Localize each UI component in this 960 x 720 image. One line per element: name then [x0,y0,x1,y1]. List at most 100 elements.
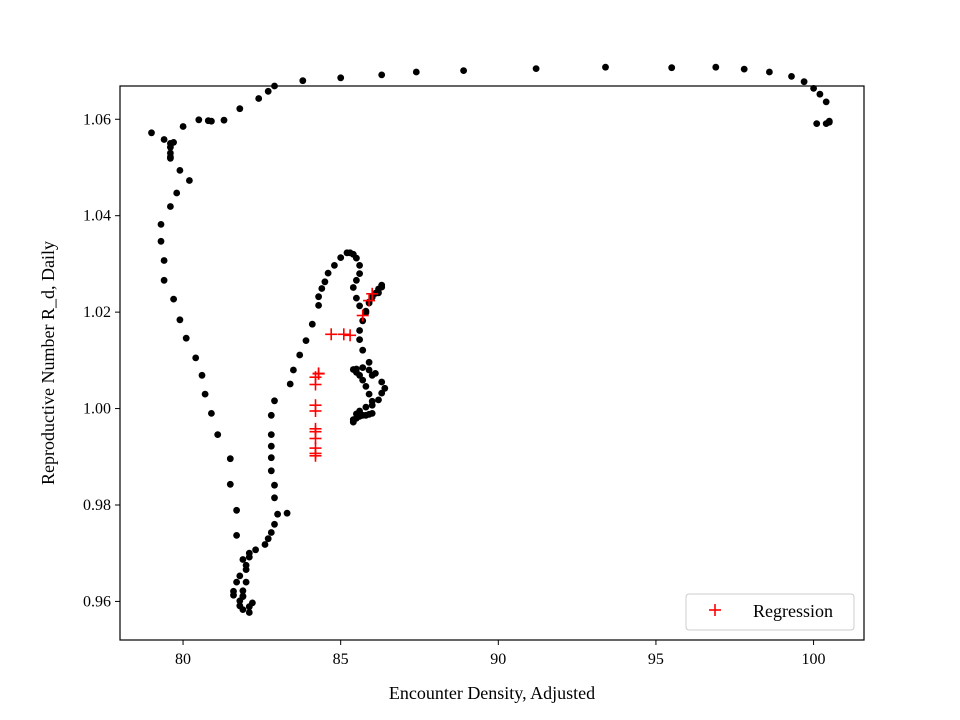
data-point [296,351,304,359]
data-point [255,95,263,102]
data-point [302,337,310,344]
data-points-group [148,63,833,616]
data-point [356,302,363,310]
data-point [337,254,345,261]
data-point [337,74,345,82]
data-point [267,529,275,536]
data-point [362,383,370,390]
data-point [822,98,830,106]
data-point [365,358,373,366]
data-point [186,177,193,184]
data-point [378,389,386,397]
data-point [198,371,206,379]
data-point [236,572,244,580]
data-point [766,68,773,76]
regression-point [366,287,379,300]
y-tick-label: 0.98 [83,497,111,514]
regression-point [309,399,322,412]
data-point [299,77,307,85]
data-point [356,270,363,277]
data-point [261,541,269,548]
data-point [324,269,332,277]
regression-point [312,367,325,380]
legend: Regression [685,593,855,631]
data-point [271,494,278,502]
data-point [173,189,181,197]
data-point [353,294,360,302]
x-tick-label: 100 [802,651,826,668]
regression-point [356,309,369,322]
x-axis-title: Encounter Density, Adjusted [389,683,595,703]
data-point [365,390,373,398]
data-point [368,410,376,417]
data-point [813,120,821,127]
data-point [271,481,278,489]
data-point [236,597,244,605]
data-point [201,390,209,398]
legend-label-regression: Regression [753,601,833,621]
data-point [375,289,382,297]
data-point [740,65,748,73]
x-tick-label: 90 [490,651,506,668]
data-point [220,116,228,124]
data-point [283,509,291,517]
data-point [381,384,389,392]
data-point [176,167,184,174]
legend-marker-plus [709,604,721,616]
data-point [242,578,250,586]
data-point [157,221,165,228]
data-point [460,67,467,74]
data-point [353,276,360,284]
data-point [315,293,322,301]
y-axis: 0.96 0.98 1.00 1.02 1.04 1.06 [83,111,120,610]
data-point [349,284,357,291]
data-point [359,364,367,371]
data-point [353,254,360,262]
data-point [271,397,278,405]
data-point [602,63,609,71]
data-point [362,307,370,315]
data-point [264,535,272,543]
data-point [800,78,808,86]
data-point [375,396,382,404]
data-point [204,117,212,125]
data-point [233,578,241,586]
y-tick-label: 0.96 [83,593,111,610]
data-point [233,532,241,539]
data-point [532,65,540,72]
data-point [245,549,253,557]
data-point [267,411,275,419]
x-tick-label: 85 [333,651,349,668]
data-point [252,546,259,554]
data-point [239,556,247,563]
data-point [321,278,329,286]
legend-box [685,593,855,631]
data-point [226,480,234,488]
plot-area [120,86,864,640]
data-point [239,587,247,595]
data-point [668,64,676,72]
data-point [160,276,168,284]
y-tick-label: 1.02 [83,304,111,321]
y-tick-label: 1.00 [83,401,111,418]
data-point [412,68,420,76]
data-point [286,380,294,388]
data-point [167,203,174,210]
data-point [368,371,376,379]
x-axis: 80 85 90 95 100 [175,640,826,668]
regression-point [309,422,322,435]
data-point [359,376,367,384]
data-point [170,295,178,303]
data-point [365,366,373,374]
data-point [249,599,256,607]
data-point [825,118,833,126]
regression-point [363,294,376,307]
regression-point [337,328,350,341]
data-point [290,366,297,374]
data-point [368,397,376,405]
data-point [712,63,720,71]
regression-points-group [309,287,379,462]
data-point [267,442,275,450]
data-point [318,285,326,292]
